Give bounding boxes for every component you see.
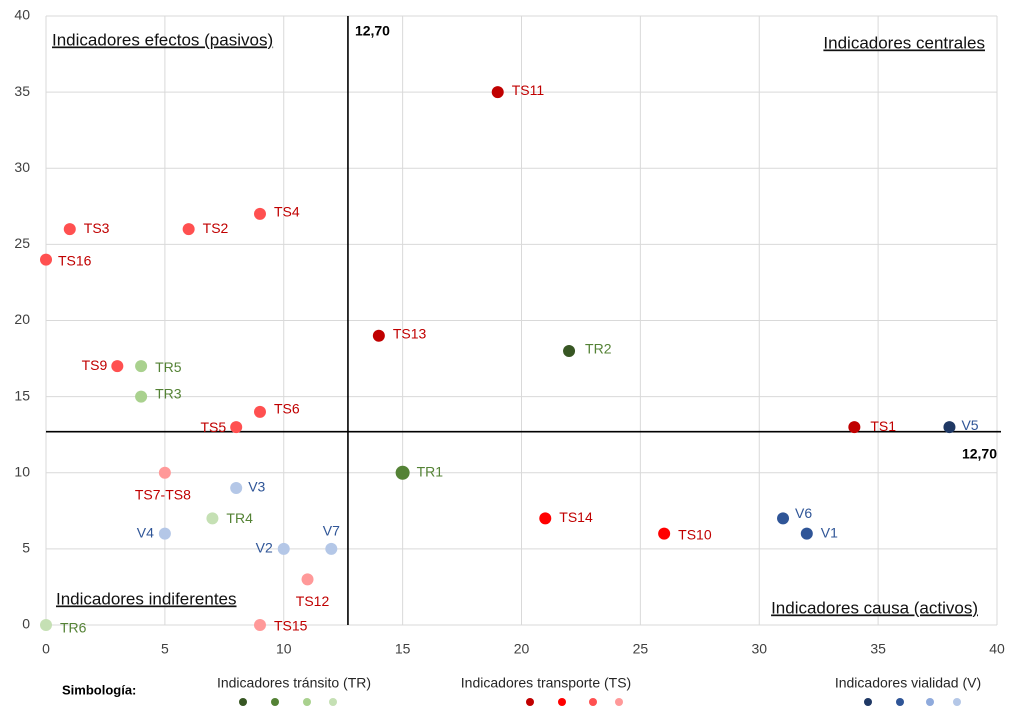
point-label: TR4: [226, 510, 253, 526]
quadrant-label: Indicadores centrales: [823, 33, 985, 52]
point: [943, 421, 956, 434]
point: [111, 360, 124, 373]
point: [658, 527, 671, 540]
point: [777, 512, 790, 525]
point: [40, 619, 52, 631]
legend-swatch: [896, 698, 904, 706]
point-label: TR6: [60, 620, 87, 636]
legend-swatch: [926, 698, 934, 706]
y-tick-label: 0: [22, 616, 30, 632]
point-label: TS11: [512, 82, 545, 98]
point: [230, 421, 243, 434]
x-tick-label: 20: [514, 641, 530, 657]
point: [563, 344, 576, 357]
point: [230, 481, 243, 494]
point: [277, 542, 290, 555]
legend-title: Simbología:: [62, 682, 136, 697]
x-tick-label: 30: [751, 641, 767, 657]
legend-swatch: [329, 698, 337, 706]
y-tick-label: 10: [14, 463, 30, 479]
legend-swatch: [615, 698, 623, 706]
x-tick-label: 10: [276, 641, 292, 657]
point: [253, 405, 266, 418]
point: [491, 86, 504, 99]
y-tick-label: 40: [14, 7, 30, 23]
quadrant-label: Indicadores efectos (pasivos): [52, 30, 273, 49]
point-label: V1: [821, 524, 838, 540]
legend-swatch: [239, 698, 247, 706]
point-label: TS10: [678, 526, 712, 542]
point-label: TS16: [58, 252, 92, 268]
point: [40, 253, 52, 266]
point-label: TS1: [870, 418, 896, 434]
point: [182, 223, 195, 236]
point: [372, 329, 385, 342]
quadrant-label: Indicadores indiferentes: [56, 589, 237, 608]
x-tick-label: 5: [161, 641, 169, 657]
reference-label: 12,70: [962, 445, 997, 461]
legend-label: Indicadores vialidad (V): [835, 675, 981, 691]
point: [800, 527, 813, 540]
point-label: TR3: [155, 385, 182, 401]
point-label: V7: [323, 523, 340, 539]
y-tick-label: 15: [14, 387, 30, 403]
point: [253, 619, 266, 631]
legend-swatch: [526, 698, 534, 706]
point-label: TS5: [201, 419, 227, 435]
y-tick-label: 25: [14, 235, 30, 251]
point-label: TS7-TS8: [135, 486, 191, 502]
point-label: V5: [961, 417, 978, 433]
point-label: V6: [795, 505, 812, 521]
x-tick-label: 25: [633, 641, 649, 657]
point-label: V3: [248, 479, 265, 495]
point: [135, 360, 148, 373]
point: [539, 512, 552, 525]
point: [253, 207, 266, 220]
x-tick-label: 40: [989, 641, 1005, 657]
point-label: TS14: [559, 509, 593, 525]
reference-label: 12,70: [355, 23, 390, 39]
point: [301, 573, 314, 586]
point-label: TS13: [393, 325, 427, 341]
point: [158, 466, 171, 479]
y-tick-label: 35: [14, 83, 30, 99]
y-tick-label: 20: [14, 311, 30, 327]
x-tick-label: 35: [870, 641, 886, 657]
point-label: TS3: [84, 220, 110, 236]
legend-label: Indicadores transporte (TS): [461, 675, 631, 691]
legend-label: Indicadores tránsito (TR): [217, 675, 371, 691]
point-label: V2: [256, 540, 273, 556]
y-tick-label: 30: [14, 159, 30, 175]
point-label: TR1: [417, 463, 444, 479]
x-tick-label: 15: [395, 641, 411, 657]
point-label: TS4: [274, 204, 300, 220]
y-tick-label: 5: [22, 540, 30, 556]
point-label: TS15: [274, 618, 308, 634]
point: [848, 421, 861, 434]
quadrant-label: Indicadores causa (activos): [771, 598, 978, 617]
legend-swatch: [271, 698, 279, 706]
x-tick-label: 0: [42, 641, 50, 657]
legend-swatch: [303, 698, 311, 706]
point-label: TS9: [82, 357, 108, 373]
point: [325, 542, 338, 555]
point: [63, 223, 76, 236]
point: [135, 390, 148, 403]
point-label: TS12: [296, 593, 330, 609]
point: [158, 527, 171, 540]
point-label: TS6: [274, 401, 300, 417]
point-label: TR5: [155, 359, 182, 375]
legend-swatch: [589, 698, 597, 706]
legend-swatch: [864, 698, 872, 706]
point: [206, 512, 219, 525]
point-label: V4: [137, 524, 154, 540]
legend-swatch: [953, 698, 961, 706]
legend-swatch: [558, 698, 566, 706]
point-label: TR2: [585, 341, 612, 357]
point-label: TS2: [203, 220, 229, 236]
point: [395, 465, 410, 480]
